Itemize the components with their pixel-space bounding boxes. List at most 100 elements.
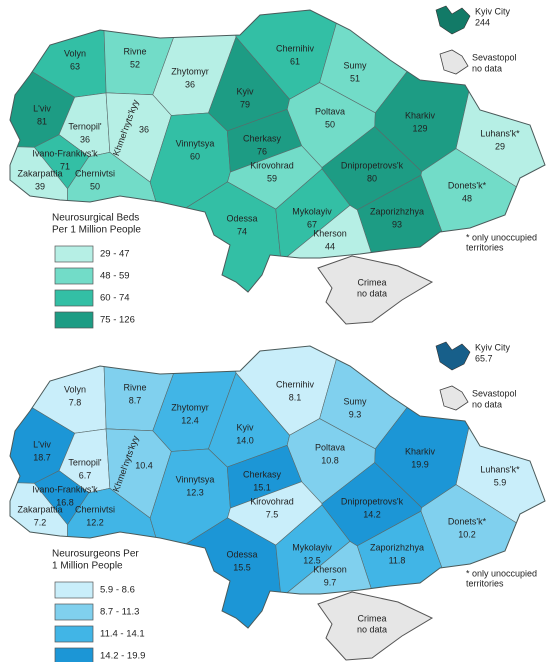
legend-swatch [54, 625, 94, 643]
region-value: 12.4 [181, 415, 199, 425]
region-name: Volyn [64, 384, 86, 394]
legend-swatch [54, 647, 94, 662]
region-value: 5.9 [494, 477, 507, 487]
legend-label: 75 - 126 [100, 315, 135, 326]
region-name: Dnipropetrovs'k [341, 160, 404, 170]
region-name: Donets'k* [448, 516, 487, 526]
region-value: 9.3 [349, 409, 362, 419]
legend-swatch [54, 581, 94, 599]
region-name: Cherkasy [243, 133, 282, 143]
kyiv-city-shape [435, 341, 471, 371]
region-name: Zakarpattia [17, 504, 62, 514]
region-name: Kirovohrad [250, 496, 294, 506]
region-value: 12.2 [86, 517, 104, 527]
region-name: Kherson [313, 564, 347, 574]
region-name: Sumy [343, 396, 367, 406]
region-name: Zhytomyr [171, 66, 209, 76]
region-name: Zakarpattia [17, 168, 62, 178]
region-value: 39 [35, 181, 45, 191]
region-value: 63 [70, 61, 80, 71]
region-value: 50 [325, 119, 335, 129]
legend-label: 48 - 59 [100, 271, 130, 282]
region-name: L'viv [33, 439, 51, 449]
legend-swatch [54, 245, 94, 263]
region [10, 10, 107, 98]
region-value: 48 [462, 193, 472, 203]
region-value: 44 [325, 241, 335, 251]
region-value: 29 [495, 141, 505, 151]
region-value: 11.8 [389, 555, 406, 565]
region-name: Rivne [123, 382, 146, 392]
legend-label: 14.2 - 19.9 [100, 651, 145, 662]
region-value: 60 [190, 151, 200, 161]
region-name: Odessa [226, 213, 257, 223]
region-name: Ternopil' [68, 121, 102, 131]
country-outline [9, 9, 546, 293]
region-value: 15.5 [233, 562, 251, 572]
region [129, 517, 282, 628]
region-value: 8.1 [289, 392, 302, 402]
legend-swatch [54, 289, 94, 307]
footnote: * only unoccupied [466, 568, 537, 578]
region-value: 16.8 [56, 497, 74, 507]
region-name: Odessa [226, 549, 257, 559]
region-value: 7.5 [266, 509, 279, 519]
region-value: 52 [130, 59, 140, 69]
sevastopol-name: Sevastopol [472, 388, 517, 398]
crimea-name: Crimea [357, 277, 386, 287]
region-name: Volyn [64, 48, 86, 58]
region-name: Luhans'k* [480, 128, 520, 138]
region-name: Chernivtsi [75, 504, 115, 514]
region-name: Ternopil' [68, 457, 102, 467]
footnote: territories [466, 578, 504, 588]
sevastopol-value: no data [472, 399, 502, 409]
region-name: Sumy [343, 60, 367, 70]
region-value: 51 [350, 73, 360, 83]
legend-swatch [54, 267, 94, 285]
region-value: 9.7 [324, 577, 337, 587]
region-value: 7.8 [69, 397, 82, 407]
region-value: 10.8 [321, 455, 339, 465]
region-value: 12.3 [186, 487, 204, 497]
region-name: Zaporizhzhya [370, 542, 424, 552]
region-name: Dnipropetrovs'k [341, 496, 404, 506]
region-value: 36 [139, 124, 149, 134]
region-name: Donets'k* [448, 180, 487, 190]
region-value: 80 [367, 173, 377, 183]
crimea-name: Crimea [357, 613, 386, 623]
legend-label: 60 - 74 [100, 293, 130, 304]
region-name: Kirovohrad [250, 160, 294, 170]
kyiv-city-value: 244 [475, 17, 490, 27]
region-value: 36 [185, 79, 195, 89]
region [10, 346, 107, 434]
region-value: 18.7 [33, 452, 51, 462]
map: Volyn 63 Rivne 52 Zhytomyr 36 Chernihiv 61 Sumy 5… [9, 5, 546, 329]
region-value: 8.7 [129, 395, 142, 405]
legend-title: Neurosurgical Beds [52, 213, 139, 224]
region-value: 10.4 [135, 460, 153, 470]
region-value: 19.9 [411, 459, 429, 469]
region-value: 50 [90, 181, 100, 191]
legend-swatch [54, 603, 94, 621]
region-name: Kherson [313, 228, 347, 238]
crimea-value: no data [357, 288, 387, 298]
crimea-shape [317, 255, 434, 325]
region-value: 93 [392, 219, 402, 229]
legend-label: 29 - 47 [100, 249, 130, 260]
region-value: 7.2 [34, 517, 47, 527]
region-name: Cherkasy [243, 469, 282, 479]
region-value: 76 [257, 146, 267, 156]
region-value: 6.7 [79, 470, 92, 480]
region-name: Kharkiv [405, 110, 436, 120]
region-value: 61 [290, 56, 300, 66]
map: Volyn 7.8 Rivne 8.7 Zhytomyr 12.4 Chernihiv 8.1… [9, 341, 546, 662]
legend-label: 11.4 - 14.1 [100, 629, 145, 640]
kyiv-city-name: Kyiv City [475, 342, 511, 352]
region-name: Chernihiv [276, 43, 315, 53]
region-name: Zaporizhzhya [370, 206, 424, 216]
region-name: Kharkiv [405, 446, 436, 456]
region-name: Zhytomyr [171, 402, 209, 412]
crimea-shape [317, 591, 434, 661]
